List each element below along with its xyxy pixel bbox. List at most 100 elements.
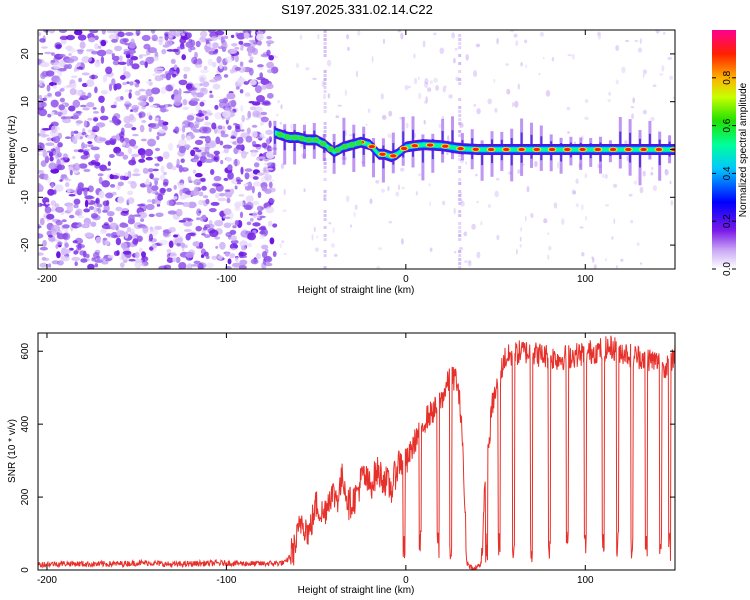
noise-blob	[231, 43, 238, 47]
noise-blob	[75, 120, 83, 124]
noise-blob	[215, 136, 221, 145]
noise-blob	[135, 32, 140, 36]
noise-blob	[119, 136, 125, 143]
faint-noise	[650, 116, 655, 122]
noise-blob	[245, 135, 253, 143]
vertical-streak	[458, 78, 462, 81]
noise-blob	[168, 69, 174, 76]
faint-noise	[661, 65, 665, 72]
noise-blob	[57, 151, 62, 158]
noise-blob	[244, 151, 249, 155]
noise-blob	[105, 49, 113, 55]
faint-noise	[347, 46, 350, 51]
noise-blob	[117, 31, 125, 38]
faint-noise	[281, 240, 285, 244]
signal-blob	[283, 134, 291, 140]
noise-blob	[72, 240, 78, 244]
faint-noise	[525, 64, 528, 69]
noise-blob	[108, 83, 113, 92]
vertical-streak	[458, 198, 462, 201]
faint-noise	[663, 31, 666, 35]
noise-blob	[208, 30, 216, 34]
noise-blob	[74, 210, 81, 216]
noise-blob	[238, 40, 244, 45]
snr-y-tick-label: 200	[20, 488, 31, 505]
noise-blob	[206, 153, 214, 158]
noise-blob	[43, 173, 49, 181]
noise-blob	[133, 168, 140, 173]
noise-blob	[115, 83, 122, 90]
noise-blob	[148, 233, 153, 242]
noise-blob	[211, 255, 218, 260]
noise-blob	[183, 229, 192, 232]
noise-blob	[145, 203, 155, 211]
noise-blob	[235, 256, 239, 262]
noise-blob	[87, 141, 93, 145]
noise-blob	[190, 149, 196, 157]
noise-blob	[239, 89, 244, 94]
noise-blob	[200, 30, 208, 38]
noise-blob	[83, 208, 91, 213]
noise-blob	[63, 116, 74, 120]
faint-noise	[353, 211, 356, 218]
faint-noise	[633, 180, 638, 185]
faint-noise	[487, 98, 493, 105]
noise-blob	[230, 243, 234, 249]
faint-noise	[332, 227, 335, 234]
noise-blob	[261, 251, 268, 259]
noise-blob	[111, 175, 119, 180]
noise-blob	[50, 59, 56, 63]
noise-blob	[214, 30, 225, 36]
noise-blob	[209, 94, 214, 99]
faint-noise	[382, 38, 386, 44]
noise-blob	[200, 254, 205, 258]
spectrogram-x-tick-label: 100	[577, 274, 594, 285]
faint-noise	[274, 163, 277, 168]
noise-blob	[182, 99, 188, 106]
noise-blob	[217, 46, 227, 50]
noise-blob	[55, 219, 63, 226]
noise-blob	[188, 46, 193, 53]
noise-blob	[186, 263, 193, 269]
noise-blob	[251, 140, 257, 147]
faint-noise	[322, 93, 327, 100]
faint-noise	[463, 231, 468, 237]
faint-noise	[429, 201, 432, 206]
noise-blob	[226, 197, 231, 204]
faint-noise	[520, 62, 523, 67]
noise-blob	[205, 255, 210, 260]
noise-blob	[179, 145, 186, 154]
snr-line	[38, 335, 675, 570]
noise-blob	[155, 147, 160, 152]
snr-x-tick-label: -200	[37, 575, 57, 586]
noise-blob	[250, 258, 259, 265]
noise-blob	[38, 252, 44, 256]
faint-noise	[670, 200, 674, 206]
spectrogram-y-ticks: -20 -10 0 10 20	[20, 48, 675, 252]
noise-blob	[230, 188, 235, 195]
noise-blob	[130, 109, 134, 112]
faint-noise	[401, 186, 405, 190]
noise-blob	[65, 136, 71, 139]
snr-x-ticks: -200 -100 0 100	[37, 333, 594, 586]
vertical-streak	[458, 262, 462, 265]
noise-blob	[187, 219, 194, 222]
noise-blob	[77, 49, 84, 55]
noise-blob	[65, 58, 75, 64]
snr-y-tick-label: 0	[20, 567, 31, 573]
faint-noise	[526, 186, 530, 193]
harmonic-spike-core	[421, 139, 424, 163]
faint-noise	[545, 90, 551, 97]
noise-blob	[88, 37, 96, 43]
noise-blob	[214, 220, 224, 227]
noise-blob	[137, 211, 148, 219]
faint-noise	[283, 253, 287, 255]
snr-frame	[37, 332, 676, 571]
noise-blob	[130, 181, 137, 189]
noise-blob	[222, 144, 233, 149]
noise-blob	[122, 141, 126, 147]
noise-blob	[78, 77, 82, 83]
faint-noise	[637, 47, 643, 53]
hot-spot	[400, 146, 408, 151]
